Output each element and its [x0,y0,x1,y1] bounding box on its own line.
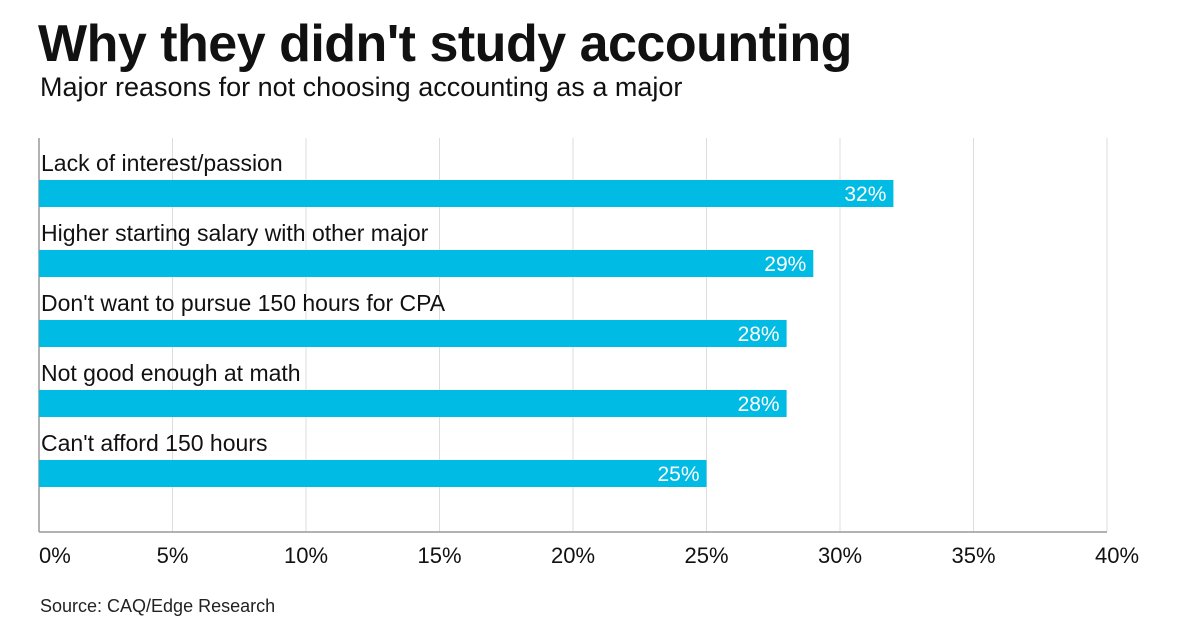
value-label-5: 25% [657,463,699,486]
category-label-5: Can't afford 150 hours [41,430,267,456]
bar-1 [39,180,894,207]
x-tick-label-10: 10% [284,543,328,568]
category-label-2: Higher starting salary with other major [41,220,429,246]
category-label-1: Lack of interest/passion [41,150,283,176]
category-label-4: Not good enough at math [41,360,301,386]
bars [39,180,894,487]
category-label-3: Don't want to pursue 150 hours for CPA [41,290,446,316]
bar-5 [39,460,707,487]
value-label-3: 28% [738,323,780,346]
x-tick-label-0: 0% [39,543,71,568]
bar-4 [39,390,787,417]
value-label-2: 29% [764,253,806,276]
chart-title: Why they didn't study accounting [38,15,852,73]
x-axis-ticks: 0% 5% 10% 15% 20% 25% 30% 35% 40% [39,543,1139,568]
bar-2 [39,250,814,277]
x-tick-label-15: 15% [417,543,461,568]
x-tick-label-5: 5% [157,543,189,568]
x-tick-label-35: 35% [951,543,995,568]
value-labels: 32% 29% 28% 28% 25% [657,183,886,486]
chart-subtitle: Major reasons for not choosing accountin… [40,72,683,102]
x-tick-label-40: 40% [1095,543,1139,568]
source-note: Source: CAQ/Edge Research [40,596,276,616]
x-tick-label-25: 25% [684,543,728,568]
value-label-4: 28% [738,393,780,416]
x-tick-label-20: 20% [551,543,595,568]
bar-3 [39,320,787,347]
x-tick-label-30: 30% [818,543,862,568]
category-labels: Lack of interest/passion Higher starting … [41,150,446,456]
value-label-1: 32% [844,183,886,206]
